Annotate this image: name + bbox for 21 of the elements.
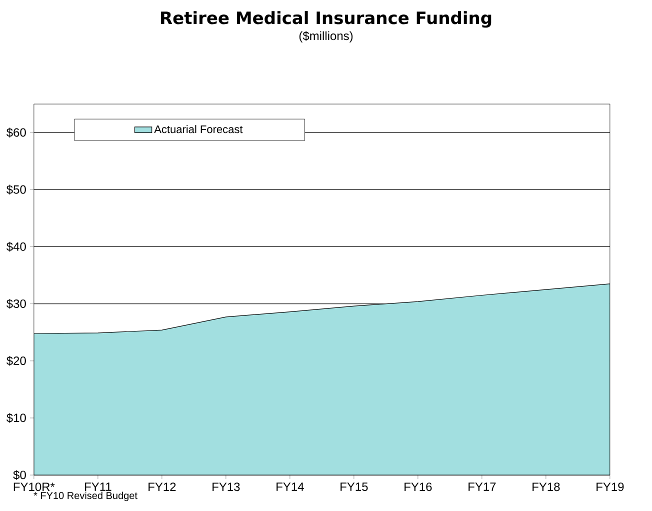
y-tick-label: $0 [13, 470, 26, 480]
y-tick-label: $30 [6, 298, 26, 309]
y-tick-label: $60 [6, 128, 26, 138]
x-tick-label: FY19 [596, 482, 624, 492]
x-tick-label: FY15 [340, 482, 368, 491]
x-tick-label: FY10R* [14, 482, 55, 492]
x-tick-label: FY11 [85, 482, 112, 491]
x-tick-label: FY17 [468, 482, 496, 491]
y-tick-label: $10 [6, 413, 26, 423]
x-tick-label: FY18 [532, 482, 560, 492]
chart-subtitle: ($millions) [299, 31, 353, 42]
chart-title: Retiree Medical Insurance Funding [161, 11, 492, 28]
y-tick-label: $20 [6, 356, 26, 366]
y-tick-label: $40 [6, 242, 26, 252]
x-tick-label: FY13 [212, 482, 240, 492]
text: * FY10 Revised Budget [34, 492, 138, 502]
x-tick-label: FY16 [404, 482, 432, 492]
legend-label: Actuarial Forecast [154, 125, 243, 134]
x-tick-label: FY12 [148, 482, 176, 491]
x-tick-label: FY14 [276, 482, 304, 491]
y-tick-label: $50 [6, 184, 26, 195]
